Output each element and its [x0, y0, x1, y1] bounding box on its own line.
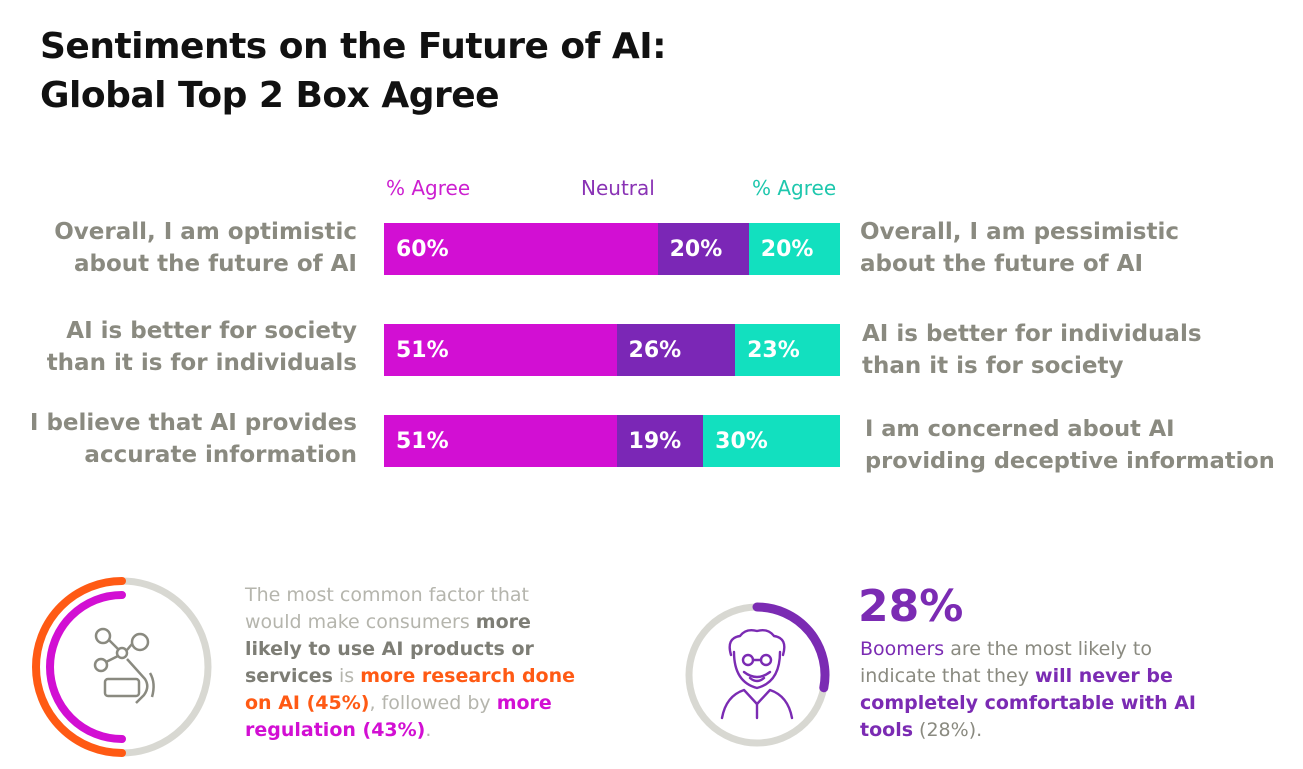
- bar-row-1: 60% 20% 20%: [384, 223, 840, 275]
- ring-1-outer-arc: [32, 577, 126, 757]
- callout-1-text-1: The most common factor that would make c…: [245, 584, 529, 633]
- row-1-right-line-1: Overall, I am pessimistic: [860, 219, 1179, 245]
- header-neutral: Neutral: [581, 176, 655, 200]
- row-2-left-line-1: AI is better for society: [66, 318, 357, 344]
- row-1-left-line-1: Overall, I am optimistic: [54, 219, 357, 245]
- bar-1-neutral-segment: 20%: [657, 223, 749, 275]
- row-3-left-line-2: accurate information: [84, 442, 357, 468]
- row-2-right-line-1: AI is better for individuals: [862, 321, 1202, 347]
- row-2-left-label: AI is better for society than it is for …: [47, 315, 357, 379]
- callout-1-text-2: more likely to use AI products or servic…: [245, 611, 534, 687]
- bar-2-neutral-segment: 26%: [616, 324, 736, 376]
- bar-1-agree-label: 60%: [396, 236, 449, 262]
- callout-1-text-3: is: [332, 665, 361, 687]
- row-3-right-line-1: I am concerned about AI: [865, 416, 1175, 442]
- bar-1-opposite-segment: 20%: [748, 223, 840, 275]
- bar-row-3: 51% 19% 30%: [384, 415, 840, 467]
- row-2-right-label: AI is better for individuals than it is …: [862, 318, 1202, 382]
- row-3-right-label: I am concerned about AI providing decept…: [865, 413, 1275, 477]
- callout-1-text-7: .: [425, 719, 432, 741]
- row-1-left-label: Overall, I am optimistic about the futur…: [54, 216, 357, 280]
- callout-2-text-1: Boomers: [860, 638, 945, 660]
- boomers-stat: 28%: [858, 581, 964, 632]
- row-2-right-line-2: than it is for society: [862, 353, 1124, 379]
- bar-3-agree-segment: 51%: [384, 415, 617, 467]
- row-3-right-line-2: providing deceptive information: [865, 448, 1275, 474]
- callout-1-text-4: more research done on AI (45%): [245, 665, 576, 714]
- bar-row-2: 51% 26% 23%: [384, 324, 840, 376]
- callout-research-regulation: The most common factor that would make c…: [245, 582, 590, 744]
- bar-2-agree-segment: 51%: [384, 324, 617, 376]
- bar-2-neutral-label: 26%: [628, 337, 682, 363]
- row-3-left-line-1: I believe that AI provides: [29, 410, 357, 436]
- ai-hand-glyph: [93, 627, 155, 704]
- callout-2-text-2: are the most likely to indicate that the…: [860, 638, 1152, 687]
- title-line-2: Global Top 2 Box Agree: [40, 75, 500, 116]
- bar-3-opposite-segment: 30%: [703, 415, 840, 467]
- header-agree-left: % Agree: [386, 176, 471, 200]
- callout-boomers: Boomers are the most likely to indicate …: [860, 636, 1200, 744]
- callout-1-text-6: more regulation (43%): [245, 692, 552, 741]
- bar-3-neutral-segment: 19%: [616, 415, 704, 467]
- header-agree-right: % Agree: [752, 176, 837, 200]
- title-line-1: Sentiments on the Future of AI:: [40, 26, 666, 67]
- callout-2-text-4: (28%): [913, 719, 977, 741]
- row-1-right-line-2: about the future of AI: [860, 251, 1144, 277]
- bar-2-agree-label: 51%: [396, 337, 449, 363]
- chart-title: Sentiments on the Future of AI: Global T…: [40, 22, 666, 120]
- row-3-left-label: I believe that AI provides accurate info…: [30, 407, 357, 471]
- bar-2-opposite-segment: 23%: [735, 324, 840, 376]
- callout-2-text-3: will never be completely comfortable wit…: [860, 665, 1196, 741]
- callout-1-text-5: , followed by: [369, 692, 497, 714]
- bar-1-agree-segment: 60%: [384, 223, 658, 275]
- bar-2-opposite-label: 23%: [747, 337, 800, 363]
- row-1-right-label: Overall, I am pessimistic about the futu…: [860, 216, 1179, 280]
- ring-2-value-arc: [752, 602, 830, 693]
- bar-1-opposite-label: 20%: [760, 236, 814, 262]
- bar-3-agree-label: 51%: [396, 428, 449, 454]
- bar-3-opposite-label: 30%: [715, 428, 768, 454]
- ring-1-inner-arc: [46, 591, 126, 743]
- callout-2-text-5: .: [976, 719, 983, 741]
- ai-hand-network-icon: [32, 577, 212, 757]
- elderly-person-icon: [685, 602, 830, 747]
- row-1-left-line-2: about the future of AI: [73, 251, 357, 277]
- row-2-left-line-2: than it is for individuals: [46, 350, 357, 376]
- bar-1-neutral-label: 20%: [669, 236, 723, 262]
- elderly-person-glyph: [720, 628, 794, 720]
- bar-3-neutral-label: 19%: [628, 428, 682, 454]
